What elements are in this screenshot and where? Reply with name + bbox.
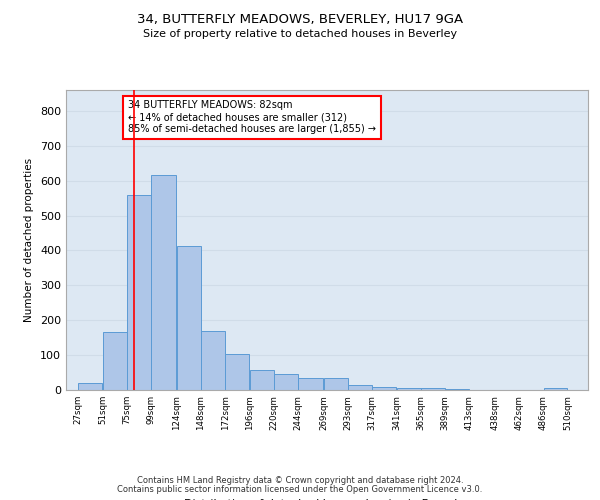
Bar [226, 354, 249, 390]
Bar [250, 370, 274, 390]
Bar [151, 176, 176, 390]
Bar [201, 330, 225, 390]
Bar [421, 388, 445, 390]
Bar [397, 388, 421, 390]
Text: Size of property relative to detached houses in Beverley: Size of property relative to detached ho… [143, 29, 457, 39]
Bar [127, 194, 151, 390]
Bar [348, 385, 372, 390]
X-axis label: Distribution of detached houses by size in Beverley: Distribution of detached houses by size … [184, 499, 470, 500]
Bar [373, 386, 396, 390]
Bar [324, 378, 347, 390]
Bar [445, 388, 469, 390]
Bar [103, 332, 127, 390]
Bar [274, 374, 298, 390]
Bar [177, 246, 200, 390]
Y-axis label: Number of detached properties: Number of detached properties [25, 158, 34, 322]
Text: 34, BUTTERFLY MEADOWS, BEVERLEY, HU17 9GA: 34, BUTTERFLY MEADOWS, BEVERLEY, HU17 9G… [137, 12, 463, 26]
Text: 34 BUTTERFLY MEADOWS: 82sqm
← 14% of detached houses are smaller (312)
85% of se: 34 BUTTERFLY MEADOWS: 82sqm ← 14% of det… [128, 100, 376, 134]
Bar [79, 383, 102, 390]
Text: Contains public sector information licensed under the Open Government Licence v3: Contains public sector information licen… [118, 485, 482, 494]
Bar [298, 378, 323, 390]
Text: Contains HM Land Registry data © Crown copyright and database right 2024.: Contains HM Land Registry data © Crown c… [137, 476, 463, 485]
Bar [544, 388, 568, 390]
